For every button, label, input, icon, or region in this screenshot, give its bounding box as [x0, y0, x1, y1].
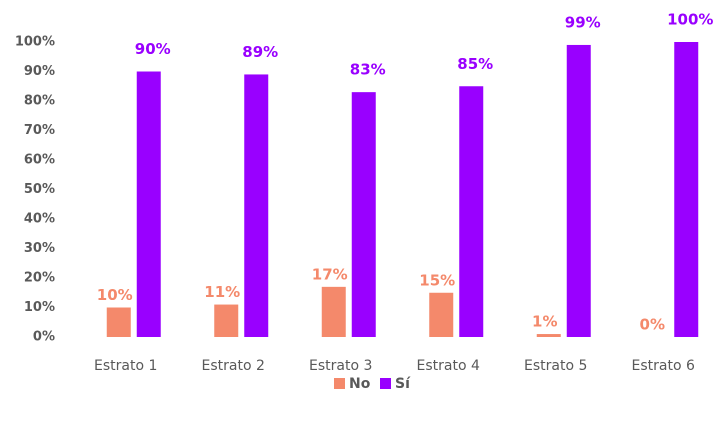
y-tick-label: 60% [24, 153, 55, 168]
y-tick-label: 30% [24, 241, 55, 256]
x-tick-label: Estrato 3 [309, 358, 372, 374]
bar [351, 92, 376, 338]
value-label: 90% [135, 40, 171, 58]
value-label: 11% [204, 283, 240, 301]
bar [136, 71, 161, 337]
bar [214, 304, 239, 337]
bar [429, 292, 454, 337]
bar [536, 334, 561, 337]
y-tick-label: 10% [24, 300, 55, 315]
value-label: 89% [242, 43, 278, 61]
y-tick-label: 80% [24, 94, 55, 109]
y-tick-label: 90% [24, 64, 55, 79]
x-tick-label: Estrato 1 [94, 358, 157, 374]
y-tick-label: 100% [15, 35, 55, 50]
value-label: 0% [640, 316, 665, 334]
legend-label: No [349, 376, 371, 392]
value-label: 10% [97, 286, 133, 304]
bar [566, 44, 591, 337]
value-label: 99% [565, 13, 601, 31]
value-label: 85% [457, 55, 493, 73]
legend-swatch [380, 378, 391, 389]
bar [321, 286, 346, 337]
y-tick-label: 70% [24, 123, 55, 138]
value-label: 15% [419, 271, 455, 289]
bar [459, 86, 484, 337]
x-tick-label: Estrato 5 [524, 358, 587, 374]
x-tick-label: Estrato 2 [202, 358, 265, 374]
value-label: 100% [667, 11, 713, 29]
value-label: 17% [312, 265, 348, 283]
x-tick-label: Estrato 4 [417, 358, 480, 374]
y-tick-label: 50% [24, 182, 55, 197]
value-label: 1% [532, 313, 557, 331]
bar [106, 307, 131, 337]
y-tick-label: 20% [24, 271, 55, 286]
legend-label: Sí [395, 376, 411, 392]
x-tick-label: Estrato 6 [632, 358, 695, 374]
y-tick-label: 40% [24, 212, 55, 227]
value-label: 83% [350, 61, 386, 79]
y-tick-label: 0% [33, 330, 55, 345]
bar [674, 42, 699, 337]
legend-swatch [334, 378, 345, 389]
bar [244, 74, 269, 337]
